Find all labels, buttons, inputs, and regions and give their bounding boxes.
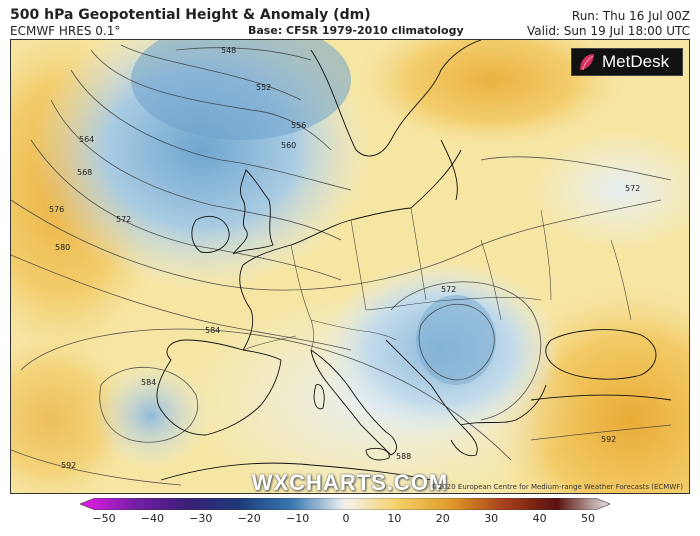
contour-label: 580 <box>55 243 70 252</box>
run-time: Run: Thu 16 Jul 00Z <box>571 9 690 23</box>
contour-label: 584 <box>141 378 156 387</box>
map-title: 500 hPa Geopotential Height & Anomaly (d… <box>10 7 371 23</box>
watermark: WXCHARTS.COM <box>251 470 449 494</box>
colorbar-tick-label: 50 <box>581 512 595 525</box>
valid-time: Valid: Sun 19 Jul 18:00 UTC <box>527 24 690 38</box>
colorbar-tick-label: −10 <box>285 512 310 525</box>
colorbar-tick-label: 20 <box>435 512 450 525</box>
colorbar <box>80 498 610 510</box>
height-contours <box>11 44 672 486</box>
contour-label-group: 548 552 556 560 564 568 572 576 580 584 … <box>49 46 640 470</box>
contour-label: 584 <box>205 326 220 335</box>
colorbar-tick-label: 30 <box>484 512 499 525</box>
colorbar-tick-label: 10 <box>387 512 402 525</box>
contour-label: 548 <box>221 46 236 55</box>
metdesk-logo: MetDesk <box>571 48 683 76</box>
colorbar-tick-label: −40 <box>140 512 164 525</box>
contour-label: 552 <box>256 83 271 92</box>
colorbar-tick-label: 0 <box>342 512 350 525</box>
contour-label: 572 <box>441 285 456 294</box>
colorbar-tick-label: −20 <box>237 512 261 525</box>
contour-label: 564 <box>79 135 94 144</box>
map-svg: 548 552 556 560 564 568 572 576 580 584 … <box>11 40 689 493</box>
coastlines <box>156 40 672 481</box>
contour-label: 572 <box>116 215 131 224</box>
colorbar-tick-label: 40 <box>532 512 547 525</box>
colorbar-tick-label: −50 <box>92 512 116 525</box>
contour-label: 572 <box>625 184 640 193</box>
model-label: ECMWF HRES 0.1° <box>10 24 121 38</box>
contour-label: 592 <box>61 461 76 470</box>
climatology-base: Base: CFSR 1979-2010 climatology <box>248 24 464 37</box>
map-area[interactable]: 548 552 556 560 564 568 572 576 580 584 … <box>10 39 690 494</box>
metdesk-leaf-icon <box>580 54 594 71</box>
country-borders <box>242 207 632 351</box>
contour-label: 576 <box>49 205 64 214</box>
contour-label: 560 <box>281 141 296 150</box>
contour-label: 588 <box>396 452 411 461</box>
contour-label: 592 <box>601 435 616 444</box>
colorbar-tick-label: −30 <box>189 512 213 525</box>
logo-text: MetDesk <box>602 52 670 71</box>
contour-label: 568 <box>77 168 92 177</box>
contour-label: 556 <box>291 121 306 130</box>
copyright-notice: ©2020 European Centre for Medium-range W… <box>430 483 683 491</box>
